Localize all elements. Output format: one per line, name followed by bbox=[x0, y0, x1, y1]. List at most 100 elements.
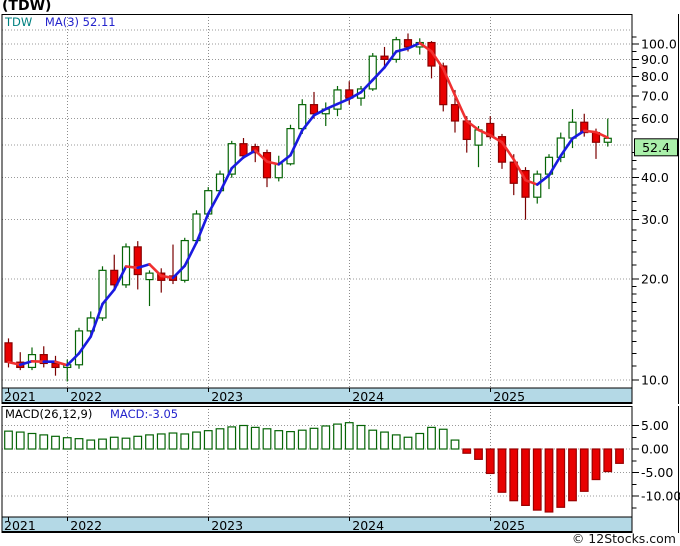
macd-bar-positive bbox=[39, 434, 49, 450]
legend-ma3-value: MA(3) 52.11 bbox=[44, 15, 116, 29]
macd-bar-negative bbox=[615, 448, 624, 464]
macd-bar-positive bbox=[27, 432, 37, 450]
macd-tick-label: -5.00 bbox=[641, 465, 673, 480]
candle-up bbox=[145, 272, 154, 281]
macd-bar-positive bbox=[109, 436, 119, 450]
macd-bar-positive bbox=[180, 433, 190, 450]
macd-bar-negative bbox=[521, 448, 530, 507]
macd-legend: MACD(26,12,9) MACD:-3.05 bbox=[5, 407, 178, 421]
macd-bar-negative bbox=[462, 448, 472, 454]
ma3-line bbox=[7, 41, 610, 367]
macd-bar-positive bbox=[215, 428, 225, 450]
macd-bar-negative bbox=[509, 448, 519, 502]
macd-bar-positive bbox=[156, 433, 166, 450]
price-axis: 100.090.0 80.0 70.0 60.0 40.0 30.0 20.0 10.0 bbox=[632, 14, 679, 404]
macd-bar-positive bbox=[250, 426, 260, 450]
macd-bar-positive bbox=[262, 428, 272, 450]
candle-down bbox=[580, 121, 589, 134]
svg-text:52.4: 52.4 bbox=[642, 140, 670, 155]
candle-down bbox=[110, 269, 119, 286]
candle-up bbox=[333, 89, 342, 110]
macd-bar-positive bbox=[98, 438, 107, 450]
macd-bar-negative bbox=[603, 448, 613, 473]
macd-bar-positive bbox=[321, 425, 331, 450]
year-label: 2021 bbox=[4, 518, 36, 533]
macd-bar-positive bbox=[51, 435, 60, 450]
candle-up bbox=[298, 104, 307, 130]
macd-bar-positive bbox=[239, 424, 248, 450]
candle-up bbox=[274, 163, 283, 179]
price-tick-label: 10.0 bbox=[641, 373, 669, 388]
year-label: 2024 bbox=[352, 518, 384, 533]
candle-down bbox=[403, 39, 413, 48]
macd-bar-negative bbox=[591, 448, 601, 481]
macd-bar-negative bbox=[485, 448, 495, 475]
price-tick-label: 90.0 bbox=[641, 52, 669, 67]
macd-current-value: MACD:-3.05 bbox=[110, 407, 179, 421]
candle-down bbox=[309, 104, 319, 115]
candle-down bbox=[427, 41, 436, 67]
candle-up bbox=[368, 55, 377, 90]
macd-params: MACD(26,12,9) bbox=[5, 407, 93, 421]
macd-bar-positive bbox=[145, 434, 154, 450]
macd-bar-positive bbox=[133, 435, 143, 450]
year-label: 2023 bbox=[211, 518, 243, 533]
macd-bar-positive bbox=[356, 424, 366, 450]
candle-down bbox=[509, 161, 518, 184]
price-tick-label: 30.0 bbox=[641, 212, 669, 227]
year-label: 2025 bbox=[493, 389, 525, 404]
price-tick-label: 100.0 bbox=[641, 37, 677, 52]
macd-bar-positive bbox=[403, 436, 413, 450]
candle-down bbox=[39, 354, 48, 365]
macd-bar-positive bbox=[15, 431, 25, 450]
watermark-12stocks: © 12Stocks.com bbox=[571, 531, 676, 546]
candle-up bbox=[227, 143, 236, 175]
macd-x-axis-band: 2021 2022 2023 2024 2025 bbox=[1, 516, 633, 533]
macd-plot-border bbox=[1, 406, 633, 518]
macd-bar-positive bbox=[391, 434, 401, 450]
macd-bar-positive bbox=[333, 423, 342, 450]
year-label: 2024 bbox=[352, 389, 384, 404]
macd-bar-positive bbox=[4, 430, 13, 450]
macd-bar-positive bbox=[344, 422, 354, 450]
candle-down bbox=[4, 342, 13, 363]
macd-bar-positive bbox=[86, 439, 96, 450]
last-price-label: 52.4 bbox=[634, 138, 678, 157]
macd-bar-positive bbox=[450, 439, 460, 450]
macd-bar-negative bbox=[556, 448, 566, 508]
candle-down bbox=[439, 65, 448, 106]
macd-chart: 2021 2022 2023 2024 2025 5.00 0.00 -5.00 -10.00 bbox=[1, 406, 680, 533]
grid-layer bbox=[2, 14, 632, 388]
macd-bar-positive bbox=[168, 432, 178, 450]
macd-bar-positive bbox=[192, 431, 201, 450]
macd-bar-positive bbox=[203, 430, 213, 450]
macd-bar-negative bbox=[544, 448, 554, 513]
price-tick-label: 40.0 bbox=[641, 170, 669, 185]
candle-down bbox=[450, 104, 460, 122]
year-label: 2022 bbox=[70, 389, 102, 404]
x-axis-band: 2021 2022 2023 2024 2025 bbox=[1, 387, 633, 404]
macd-bar-positive bbox=[427, 426, 436, 450]
year-label: 2022 bbox=[70, 518, 102, 533]
macd-bar-positive bbox=[62, 437, 72, 450]
macd-tick-label: 0.00 bbox=[641, 442, 669, 457]
candle-down bbox=[262, 152, 272, 179]
macd-bar-positive bbox=[438, 428, 448, 450]
price-chart: 2021 2022 2023 2024 2025 100.090.0 80.0 70.0 60.… bbox=[1, 14, 679, 404]
candle-down bbox=[521, 169, 530, 198]
macd-bar-positive bbox=[121, 437, 131, 450]
macd-bar-negative bbox=[579, 448, 589, 492]
macd-bar-positive bbox=[227, 426, 237, 450]
price-tick-label: 20.0 bbox=[641, 271, 669, 286]
price-tick-label: 60.0 bbox=[641, 111, 669, 126]
price-tick-label: 70.0 bbox=[641, 89, 669, 104]
macd-bar-positive bbox=[380, 431, 389, 450]
macd-bar-negative bbox=[497, 448, 507, 493]
macd-bar-positive bbox=[286, 431, 295, 450]
legend-symbol: TDW bbox=[5, 15, 33, 29]
year-label: 2021 bbox=[4, 389, 36, 404]
macd-tick-label: -10.00 bbox=[641, 489, 680, 504]
price-tick-label: 80.0 bbox=[641, 69, 669, 84]
price-legend: TDW MA(3) 52.11 bbox=[5, 15, 116, 29]
